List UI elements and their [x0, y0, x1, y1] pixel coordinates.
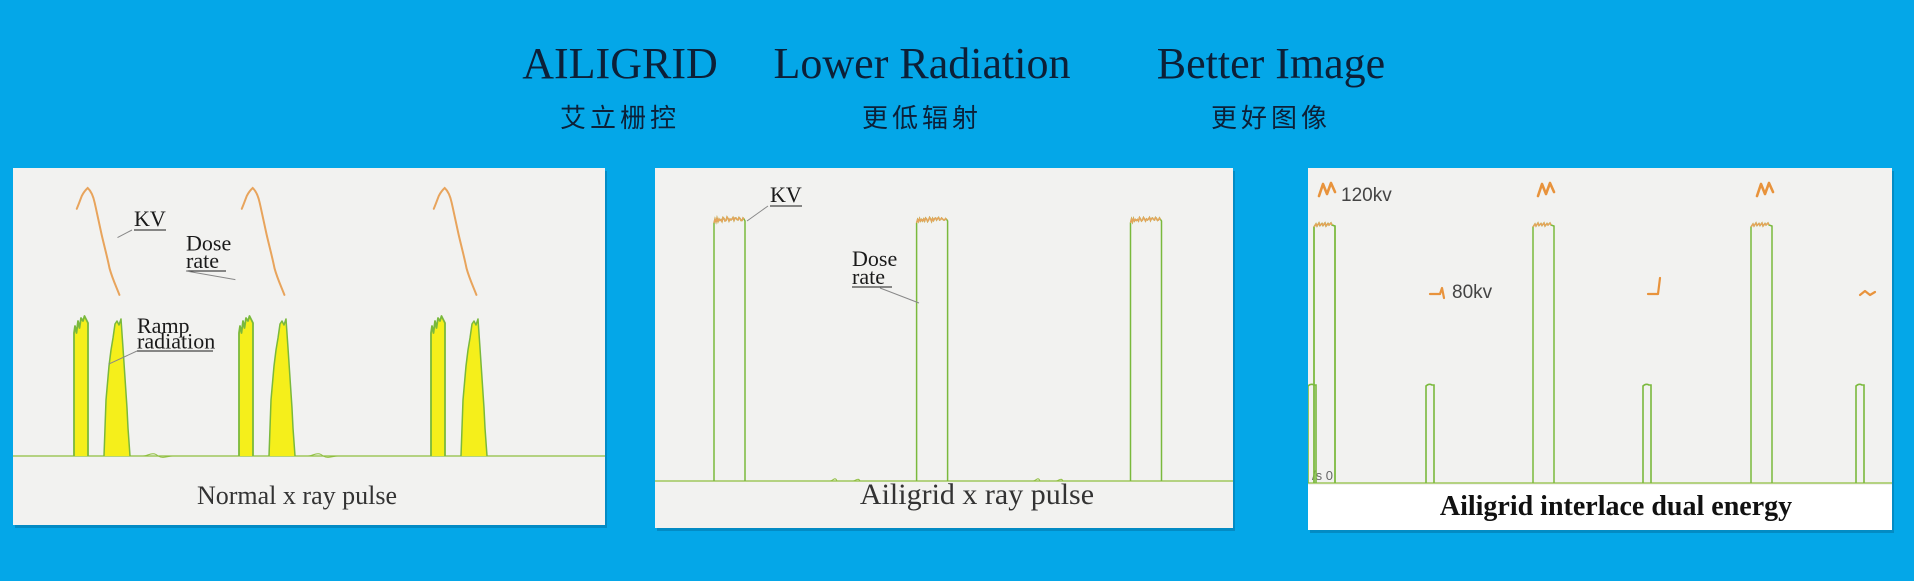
svg-text:rate: rate [852, 264, 885, 289]
svg-text:/s 0: /s 0 [1312, 468, 1333, 483]
svg-text:120kv: 120kv [1341, 185, 1392, 206]
svg-text:KV: KV [770, 182, 802, 207]
svg-text:Normal x ray pulse: Normal x ray pulse [197, 481, 397, 510]
svg-text:Ailigrid x ray pulse: Ailigrid x ray pulse [860, 478, 1094, 511]
svg-text:Ailigrid interlace dual energy: Ailigrid interlace dual energy [1440, 491, 1792, 522]
svg-text:KV: KV [134, 206, 166, 231]
svg-text:rate: rate [186, 248, 219, 273]
svg-text:radiation: radiation [137, 329, 215, 354]
svg-text:80kv: 80kv [1452, 282, 1493, 303]
